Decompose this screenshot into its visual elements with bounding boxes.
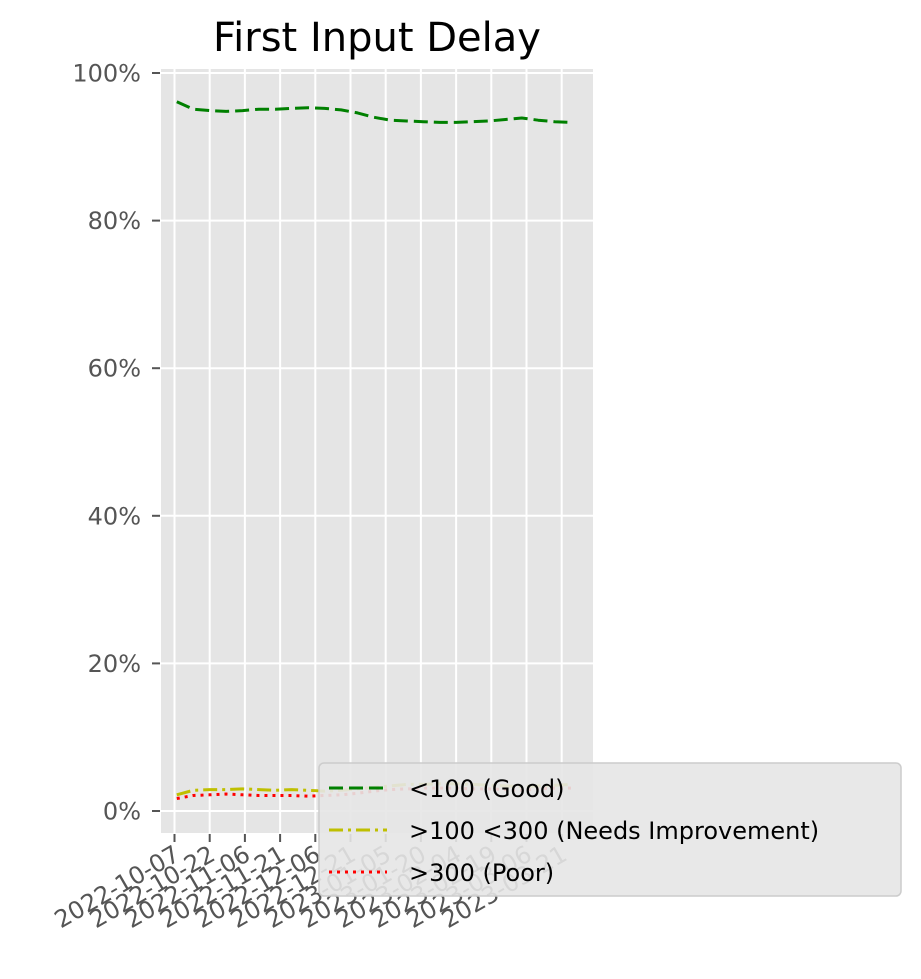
legend-label: >100 <300 (Needs Improvement) [409, 817, 819, 845]
legend-box [318, 762, 902, 897]
y-tick-label: 0% [103, 798, 141, 826]
legend: <100 (Good) >100 <300 (Needs Improvement)… [318, 762, 902, 897]
y-tick-label: 20% [88, 650, 141, 678]
chart-title: First Input Delay [213, 15, 541, 61]
plot-area [161, 69, 593, 833]
legend-label: <100 (Good) [409, 775, 564, 803]
y-tick-label: 100% [72, 60, 141, 88]
y-tick-label: 40% [88, 502, 141, 530]
y-tick-label: 60% [88, 355, 141, 383]
y-tick-label: 80% [88, 207, 141, 235]
legend-label: >300 (Poor) [409, 859, 554, 887]
series-line-0 [176, 100, 572, 124]
grid [161, 69, 593, 833]
